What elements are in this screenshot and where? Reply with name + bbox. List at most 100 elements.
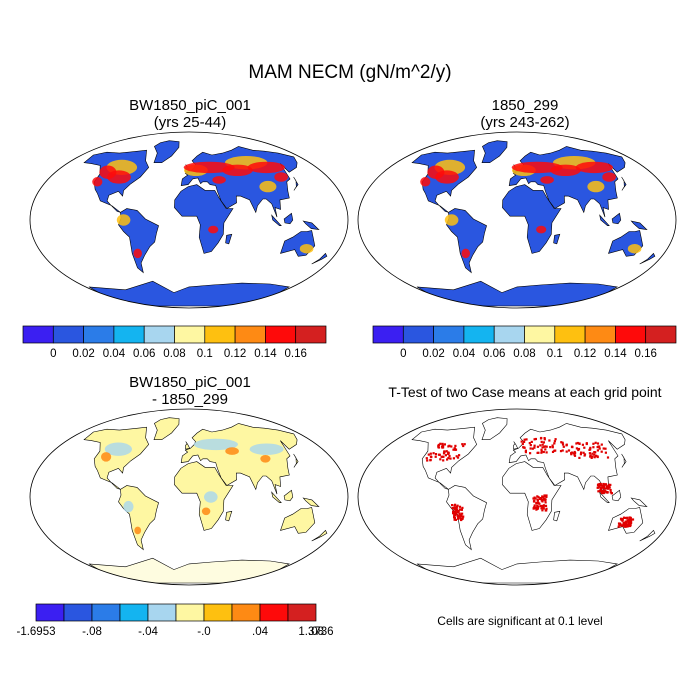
significant-cell [600,490,603,493]
panel3-title-line2: - 1850_299 [152,391,228,408]
colorbar-box [524,325,556,344]
significant-cell [455,455,458,458]
significant-cell [529,447,532,450]
significant-cell [455,505,459,508]
significant-cell [458,512,461,516]
significant-cell [545,495,548,498]
significant-cell [434,453,438,456]
significant-cell [533,499,536,502]
significant-cell [629,518,632,521]
significant-cell [541,509,544,512]
hot-region [274,172,288,182]
significant-cell [528,442,531,445]
warm-region [444,214,459,226]
colorbar-label: 0.16 [635,348,657,360]
significant-cell [543,437,546,440]
colorbar-box [119,603,149,622]
significant-cell [623,516,626,519]
significant-cell [600,450,603,453]
hot-region [99,165,117,179]
colorbar-label: 0.1 [547,348,563,360]
significant-cell [540,450,543,453]
panel1-title-line1: BW1850_piC_001 [129,97,251,114]
significant-cell [441,445,444,448]
significant-cell [599,487,602,490]
significant-cell [451,507,454,510]
significant-cell [533,438,536,441]
significant-cell [551,446,554,449]
significant-cell [450,445,453,448]
land-greenland [481,417,508,441]
significant-cell [578,456,581,459]
significant-cell [544,445,547,448]
significant-cell [522,446,525,449]
significant-cell [541,446,544,449]
ocean [30,132,348,308]
warm-region [299,243,314,254]
significant-cell [542,505,545,508]
significant-cell [624,521,627,524]
significant-cell [455,506,458,510]
land-new-zealand [311,252,328,265]
significant-cell [462,515,465,518]
figure-title: MAM NECM (gN/m^2/y) [248,62,452,83]
significant-cell [459,517,462,520]
significant-cell [463,443,466,446]
significant-cell [456,514,459,517]
colorbar-label: -1.6953 [16,626,55,638]
significant-cell [454,503,457,506]
land-japan [621,453,627,468]
land-madagascar [553,510,561,522]
ocean [358,132,676,308]
colorbar-label: 0.14 [254,348,277,360]
significant-cell [537,496,540,499]
colorbar-box [584,325,616,344]
significant-cell [588,448,591,451]
significant-cell [625,523,628,526]
significant-cell [444,454,447,457]
ocean [30,409,348,585]
significant-cell [461,512,464,515]
colorbar-label: 0.08 [163,348,185,360]
colorbar-label: -.04 [138,626,158,638]
significant-cell [623,522,626,526]
significant-cell [437,443,441,446]
significant-cell [426,459,429,462]
significant-cell [592,442,595,445]
hot-region [212,176,226,184]
panel3-title: BW1850_piC_001 - 1850_299 [40,374,340,408]
ocean [358,409,676,585]
colorbar-box [372,325,404,344]
significant-cell [525,438,528,441]
significant-cell [626,516,629,519]
significant-cell [576,441,579,445]
significant-cell [544,448,547,451]
significant-cell [600,443,603,446]
significant-cell [456,510,459,513]
colorbar-box [63,603,93,622]
hot-region [575,161,613,174]
significant-cell [536,505,539,508]
land-north-america [411,426,478,490]
significant-cell [442,452,446,455]
significant-cell [453,518,456,521]
significance-note: Cells are significant at 0.1 level [437,614,603,628]
significant-cell [579,453,582,456]
significant-cell [441,442,444,445]
significant-cell [596,449,599,452]
significant-cell [598,489,601,492]
significant-cell [462,444,465,448]
significant-cell [448,444,451,447]
land-sumatra [599,491,610,503]
significant-cell [544,501,547,504]
significant-cell [553,442,556,445]
land-greenland [153,417,180,441]
significant-cell [429,452,432,455]
significant-cell [593,453,596,456]
significant-cell [606,491,609,494]
map-panel-4 [357,408,677,586]
significant-cell [562,445,565,448]
significant-cell [458,505,462,508]
land-madagascar [553,233,561,245]
land-new-guinea [302,497,320,508]
